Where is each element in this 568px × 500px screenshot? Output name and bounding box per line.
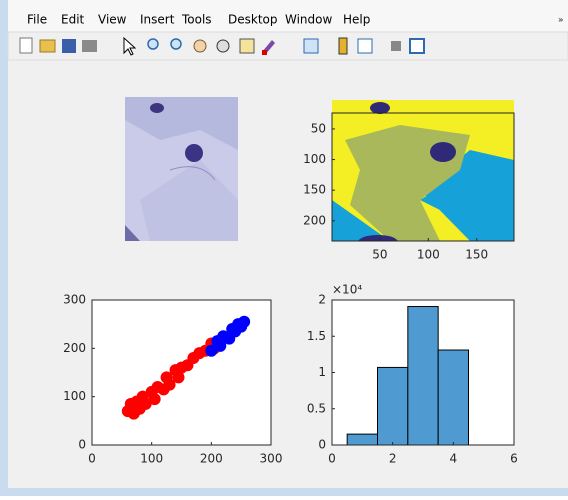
- x-tick-label: 200: [200, 452, 223, 466]
- menu-item[interactable]: File: [27, 13, 47, 27]
- menu-item[interactable]: Tools: [181, 13, 212, 27]
- y-tick-label: 0: [78, 438, 86, 452]
- y-tick-label: 0: [318, 438, 326, 452]
- y-tick-label: 300: [63, 293, 86, 307]
- x-tick-label: 300: [260, 452, 283, 466]
- menu-item[interactable]: Desktop: [228, 13, 278, 27]
- colorbar-button[interactable]: [339, 38, 347, 54]
- photo-nucleus: [185, 144, 203, 162]
- print-button[interactable]: [82, 40, 97, 52]
- y-tick-label: 100: [303, 152, 326, 166]
- brush-color[interactable]: [262, 50, 267, 55]
- histogram-bar: [408, 307, 438, 445]
- link-button[interactable]: [304, 39, 318, 53]
- legend-button[interactable]: [358, 39, 372, 53]
- scatter-point: [149, 393, 161, 405]
- menu-arrow[interactable]: »: [558, 16, 564, 26]
- scatter-point: [238, 316, 250, 328]
- y-tick-label: 2: [318, 293, 326, 307]
- histogram-bar: [438, 350, 468, 445]
- new-button[interactable]: [20, 38, 32, 53]
- zoom-out-button[interactable]: [171, 39, 181, 49]
- figure-window: File Edit View Insert Tools Desktop Window Help…: [0, 0, 568, 496]
- y-tick-label: 1: [318, 365, 326, 379]
- datacursor-button[interactable]: [240, 39, 254, 53]
- segment-blob: [370, 102, 390, 114]
- y-tick-label: 50: [311, 121, 326, 135]
- y-tick-label: 100: [63, 389, 86, 403]
- y-tick-label: 150: [303, 183, 326, 197]
- segmented-image: [332, 100, 514, 249]
- y-tick-label: 200: [303, 213, 326, 227]
- histogram-bar: [378, 367, 408, 445]
- y-tick-label: 200: [63, 341, 86, 355]
- show-tools-button[interactable]: [410, 39, 424, 53]
- photo-image: [125, 97, 238, 241]
- rotate-button[interactable]: [217, 40, 229, 52]
- y-tick-label: 0.5: [307, 401, 326, 415]
- menu-item[interactable]: Edit: [61, 13, 85, 27]
- x-tick-label: 0: [328, 452, 336, 466]
- save-button[interactable]: [62, 39, 76, 53]
- x-tick-label: 2: [389, 452, 397, 466]
- menu: File Edit View Insert Tools Desktop Window Help: [27, 13, 370, 27]
- photo-nucleus: [150, 103, 164, 113]
- segment-blob: [430, 142, 456, 162]
- x-tick-label: 150: [465, 248, 488, 262]
- y-exponent-label: ×10⁴: [332, 283, 362, 297]
- x-tick-label: 100: [140, 452, 163, 466]
- menu-item[interactable]: Help: [343, 13, 370, 27]
- x-tick-label: 0: [88, 452, 96, 466]
- x-tick-label: 4: [450, 452, 458, 466]
- zoom-in-button[interactable]: [148, 39, 158, 49]
- menu-item[interactable]: Insert: [140, 13, 175, 27]
- menu-item[interactable]: View: [98, 13, 127, 27]
- hide-tools-button[interactable]: [391, 41, 401, 51]
- x-tick-label: 50: [372, 248, 387, 262]
- histogram-bar: [347, 434, 377, 445]
- x-tick-label: 100: [417, 248, 440, 262]
- pan-button[interactable]: [194, 40, 206, 52]
- y-tick-label: 1.5: [307, 329, 326, 343]
- open-button[interactable]: [40, 40, 55, 52]
- menu-item[interactable]: Window: [285, 13, 333, 27]
- x-tick-label: 6: [510, 452, 518, 466]
